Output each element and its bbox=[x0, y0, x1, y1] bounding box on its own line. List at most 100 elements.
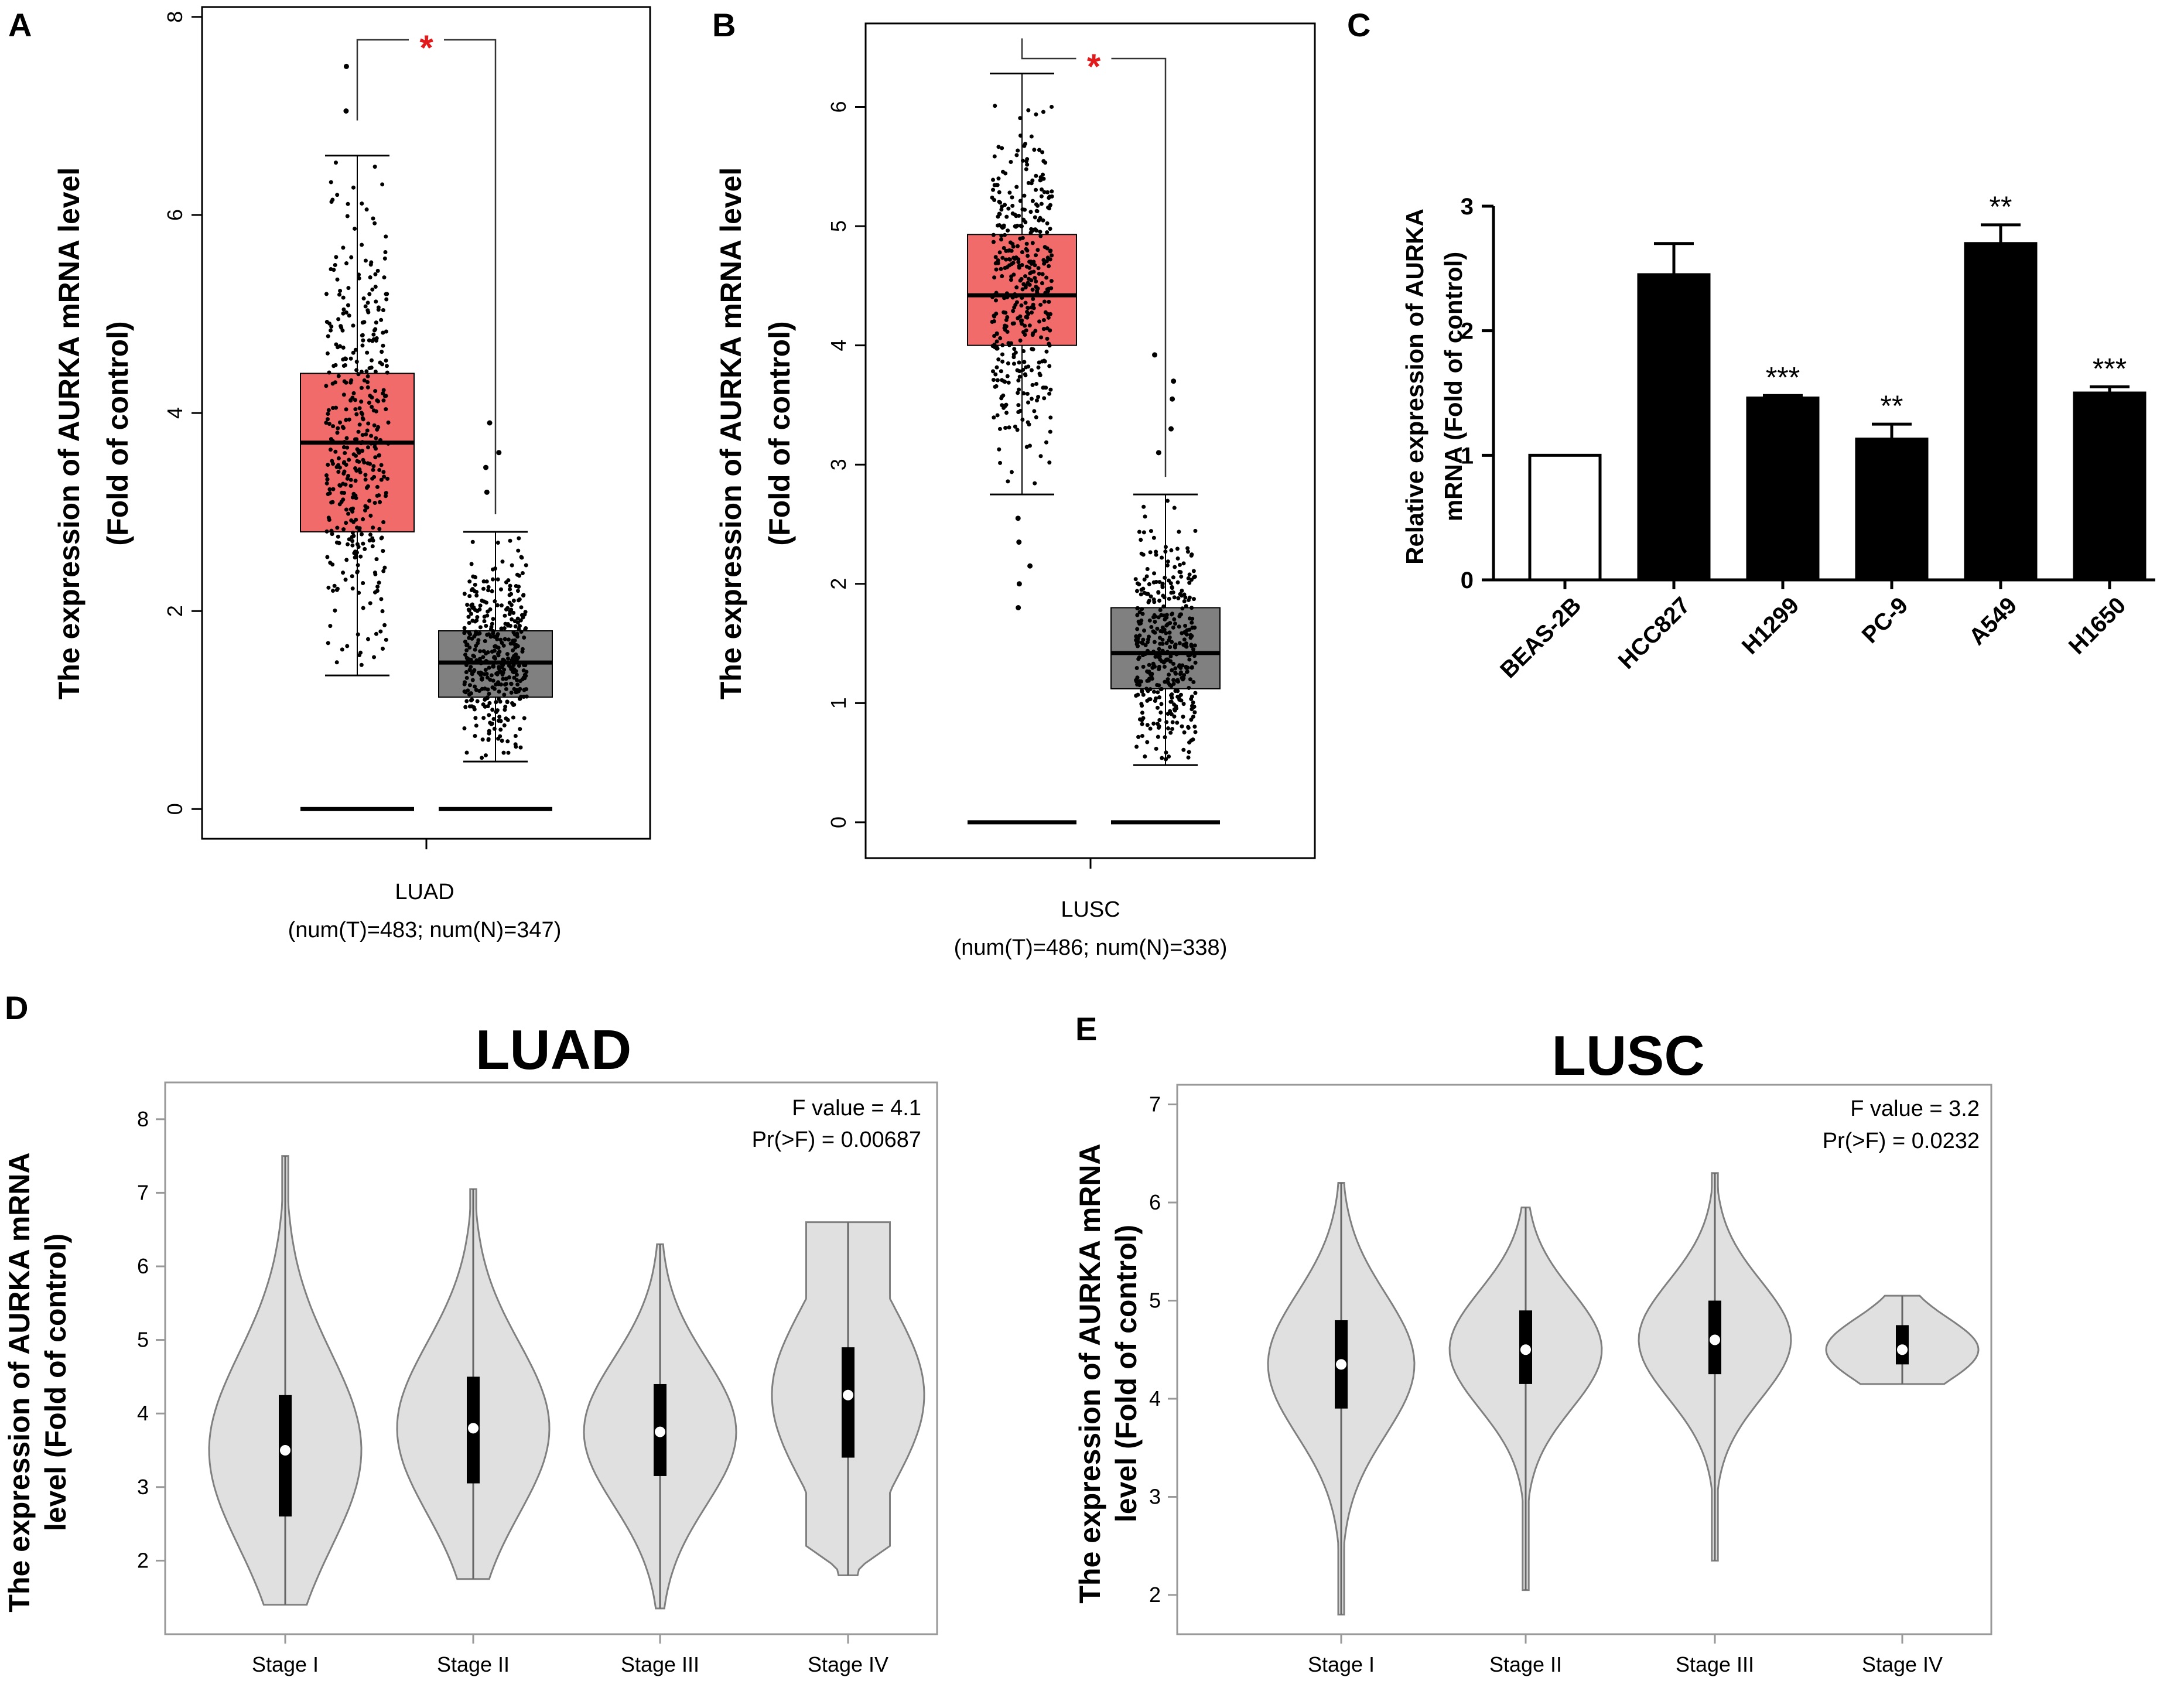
data-point bbox=[1142, 577, 1147, 582]
data-point bbox=[511, 715, 515, 720]
data-point bbox=[346, 303, 350, 308]
data-point bbox=[350, 574, 354, 579]
data-point bbox=[992, 197, 997, 202]
data-point bbox=[1137, 655, 1141, 660]
data-point bbox=[379, 317, 384, 322]
data-point bbox=[994, 332, 999, 336]
data-point bbox=[517, 536, 521, 541]
outlier-point bbox=[1168, 426, 1174, 432]
data-point bbox=[351, 323, 356, 328]
data-point bbox=[365, 461, 370, 466]
data-point bbox=[329, 328, 333, 333]
data-point bbox=[503, 705, 508, 709]
data-point bbox=[365, 300, 370, 305]
data-point bbox=[365, 637, 370, 641]
y-tick-label: 0 bbox=[1461, 568, 1474, 593]
data-point bbox=[383, 250, 388, 254]
data-point bbox=[330, 459, 334, 463]
data-point bbox=[347, 537, 351, 542]
data-point bbox=[1026, 180, 1031, 185]
data-point bbox=[1137, 717, 1142, 722]
data-point bbox=[994, 312, 999, 316]
data-point bbox=[1189, 696, 1194, 701]
data-point bbox=[466, 688, 470, 693]
data-point bbox=[354, 412, 359, 416]
data-point bbox=[1020, 417, 1025, 422]
panel-a-xlabel-line2: (num(T)=483; num(N)=347) bbox=[288, 918, 562, 942]
data-point bbox=[1141, 504, 1146, 509]
panel-d-ylabel-line2: level (Fold of control) bbox=[39, 1234, 72, 1531]
data-point bbox=[1184, 604, 1188, 609]
data-point bbox=[1189, 554, 1194, 558]
data-point bbox=[991, 233, 996, 237]
data-point bbox=[522, 716, 527, 720]
data-point bbox=[1004, 214, 1009, 219]
data-point bbox=[1031, 347, 1035, 351]
data-point bbox=[382, 256, 387, 261]
data-point bbox=[501, 677, 505, 681]
bar-significance: ** bbox=[1990, 190, 2012, 223]
data-point bbox=[348, 483, 353, 488]
data-point bbox=[1034, 415, 1038, 419]
data-point bbox=[360, 449, 365, 453]
data-point bbox=[521, 615, 525, 620]
data-point bbox=[1025, 157, 1030, 162]
data-point bbox=[1040, 187, 1044, 192]
data-point bbox=[1048, 312, 1052, 316]
data-point bbox=[380, 182, 385, 187]
data-point bbox=[499, 626, 504, 631]
data-point bbox=[1187, 685, 1191, 690]
outlier-point bbox=[1152, 352, 1158, 358]
data-point bbox=[1165, 622, 1170, 627]
data-point bbox=[326, 463, 330, 467]
data-point bbox=[488, 720, 493, 725]
data-point bbox=[1023, 141, 1028, 146]
data-point bbox=[491, 617, 495, 621]
data-point bbox=[1137, 683, 1142, 688]
data-point bbox=[336, 470, 341, 474]
data-point bbox=[377, 467, 382, 472]
data-point bbox=[994, 346, 999, 351]
data-point bbox=[992, 154, 997, 159]
data-point bbox=[1031, 302, 1035, 307]
panel-b-ylabel-line2: (Fold of control) bbox=[763, 321, 796, 545]
data-point bbox=[371, 408, 376, 413]
data-point bbox=[464, 675, 469, 680]
data-point bbox=[1182, 730, 1187, 735]
data-point bbox=[1171, 590, 1175, 595]
data-point bbox=[1034, 381, 1039, 386]
data-point bbox=[1185, 669, 1190, 674]
x-tick-label: Stage III bbox=[621, 1652, 699, 1676]
data-point bbox=[515, 589, 520, 593]
data-point bbox=[1041, 110, 1045, 114]
data-point bbox=[1147, 697, 1151, 702]
data-point bbox=[1191, 647, 1195, 652]
data-point bbox=[518, 618, 523, 623]
data-point bbox=[363, 258, 368, 263]
data-point bbox=[1165, 677, 1170, 682]
data-point bbox=[353, 466, 358, 471]
data-point bbox=[358, 554, 363, 559]
data-point bbox=[1025, 391, 1030, 396]
data-point bbox=[498, 719, 503, 723]
data-point bbox=[1002, 405, 1006, 410]
data-point bbox=[464, 648, 469, 653]
data-point bbox=[1173, 689, 1178, 694]
data-point bbox=[508, 583, 512, 588]
data-point bbox=[480, 737, 485, 742]
data-point bbox=[348, 477, 353, 482]
data-point bbox=[344, 507, 348, 512]
data-point bbox=[1003, 171, 1008, 176]
data-point bbox=[1181, 561, 1186, 566]
data-point bbox=[1043, 359, 1047, 364]
data-point bbox=[353, 407, 358, 412]
bar-significance: ** bbox=[1881, 390, 1903, 422]
data-point bbox=[1018, 236, 1023, 241]
data-point bbox=[466, 614, 471, 619]
data-point bbox=[329, 528, 334, 533]
data-point bbox=[324, 320, 329, 324]
data-point bbox=[368, 275, 372, 280]
data-point bbox=[1185, 546, 1190, 551]
data-point bbox=[384, 292, 388, 296]
data-point bbox=[1154, 549, 1158, 554]
